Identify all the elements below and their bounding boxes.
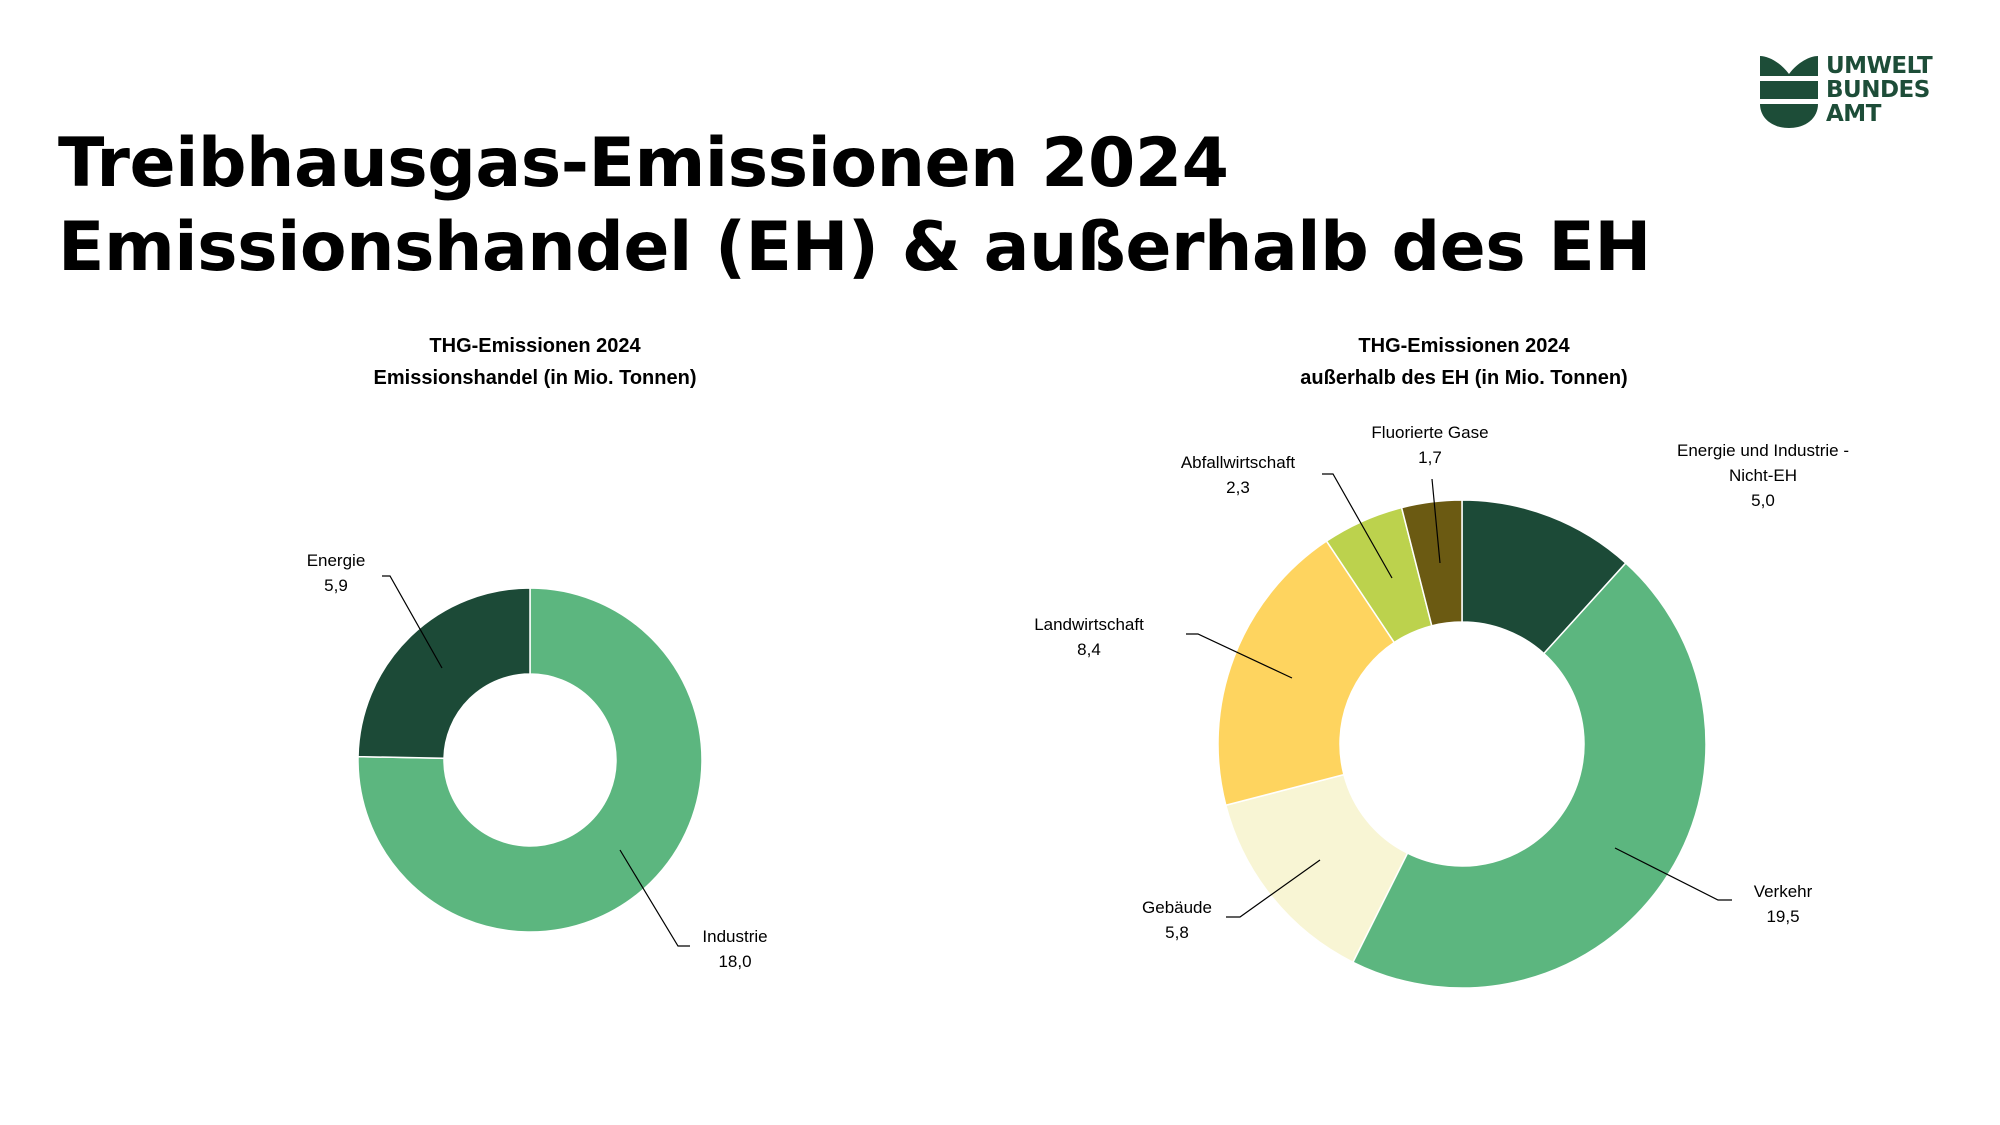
- logo-line-3: AMT: [1826, 101, 1881, 127]
- data-label-energie: Energie 5,9: [307, 551, 366, 595]
- data-label-fluorierte-gase: Fluorierte Gase 1,7: [1371, 423, 1488, 467]
- page-title: Treibhausgas-Emissionen 2024 Emissionsha…: [58, 122, 1651, 290]
- logo-mark-icon: [1760, 56, 1818, 128]
- slice-industrie: [357, 587, 703, 933]
- leader-line-energie: [382, 575, 443, 669]
- leader-line-verkehr: [1614, 847, 1732, 901]
- chart-1-title-line-2: Emissionshandel (in Mio. Tonnen): [373, 367, 697, 389]
- logo-wordmark: UMWELT BUNDES AMT: [1826, 53, 1933, 127]
- logo-line-1: UMWELT: [1826, 53, 1933, 79]
- chart-2-title-line-1: THG-Emissionen 2024: [1358, 335, 1570, 357]
- page-title-line-1: Treibhausgas-Emissionen 2024: [58, 124, 1229, 203]
- page-title-line-2: Emissionshandel (EH) & außerhalb des EH: [58, 208, 1651, 287]
- leader-line-abfallwirtschaft: [1322, 473, 1393, 579]
- data-label-industrie: Industrie 18,0: [702, 927, 767, 971]
- slice-landwirtschaft: [1217, 540, 1396, 807]
- chart-1-title-line-1: THG-Emissionen 2024: [429, 335, 641, 357]
- chart-2-title-line-2: außerhalb des EH (in Mio. Tonnen): [1300, 367, 1628, 389]
- leader-line-fluorierte-gase: [1431, 478, 1441, 564]
- data-label-landwirtschaft: Landwirtschaft 8,4: [1034, 615, 1144, 659]
- slice-energie: [357, 587, 531, 760]
- data-label-verkehr: Verkehr 19,5: [1754, 882, 1813, 926]
- data-label-energie-und-industrie-nicht-eh: Energie und Industrie -Nicht-EH 5,0: [1677, 441, 1849, 510]
- chart-2-title: THG-Emissionen 2024 außerhalb des EH (in…: [1164, 330, 1764, 394]
- donut-chart-1: Industrie 18,0 Energie 5,9: [307, 551, 768, 971]
- leader-line-gebaeude: [1226, 859, 1321, 918]
- data-label-gebaeude: Gebäude 5,8: [1142, 898, 1212, 942]
- slice-fluorierte-gase: [1400, 499, 1463, 627]
- leader-line-industrie: [619, 849, 690, 947]
- chart-1-title: THG-Emissionen 2024 Emissionshandel (in …: [235, 330, 835, 394]
- data-label-abfallwirtschaft: Abfallwirtschaft 2,3: [1181, 453, 1296, 497]
- logo-line-2: BUNDES: [1826, 77, 1930, 103]
- leader-line-landwirtschaft: [1186, 633, 1293, 679]
- slice-verkehr: [1351, 562, 1707, 989]
- umweltbundesamt-logo: UMWELT BUNDES AMT: [1758, 52, 1958, 132]
- donut-chart-2: Energie und Industrie -Nicht-EH 5,0 Verkeh…: [1034, 423, 1849, 989]
